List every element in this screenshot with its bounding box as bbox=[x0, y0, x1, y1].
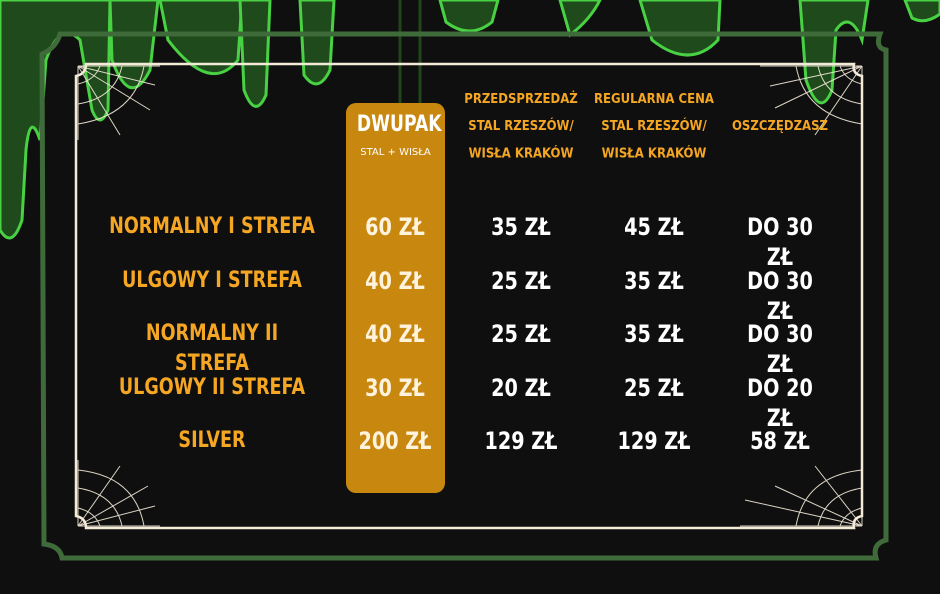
savings-amount: 58 ZŁ bbox=[750, 427, 810, 455]
regular-price: 129 ZŁ bbox=[617, 427, 691, 455]
row-label: NORMALNY II STREFA bbox=[145, 321, 279, 376]
row-label: ULGOWY II STREFA bbox=[118, 375, 306, 400]
row-label: NORMALNY I STREFA bbox=[109, 214, 315, 239]
row-label: SILVER bbox=[178, 428, 246, 453]
regular-price: 45 ZŁ bbox=[624, 213, 684, 241]
cobweb-top-right-icon bbox=[760, 65, 863, 140]
dwupak-header-subtitle: STAL + WISŁA bbox=[360, 147, 431, 158]
dwupak-price: 40 ZŁ bbox=[365, 267, 425, 295]
cobweb-bottom-right-icon bbox=[740, 460, 863, 527]
presale-price: 20 ZŁ bbox=[491, 374, 551, 402]
savings-amount: DO 30 ZŁ bbox=[747, 213, 813, 271]
cobweb-bottom-left-icon bbox=[77, 460, 160, 527]
regular-price: 35 ZŁ bbox=[624, 267, 684, 295]
presale-price: 25 ZŁ bbox=[491, 320, 551, 348]
regular-price: 25 ZŁ bbox=[624, 374, 684, 402]
presale-price: 129 ZŁ bbox=[484, 427, 558, 455]
presale-header: PRZEDSPRZEDAŻ STAL RZESZÓW/ WISŁA KRAKÓW bbox=[464, 91, 578, 162]
dwupak-column-highlight bbox=[346, 103, 445, 493]
savings-amount: DO 30 ZŁ bbox=[747, 267, 813, 325]
savings-amount: DO 20 ZŁ bbox=[747, 374, 813, 432]
cobweb-top-left-icon bbox=[77, 65, 160, 140]
savings-header: OSZCZĘDZASZ bbox=[731, 118, 829, 135]
dwupak-price: 60 ZŁ bbox=[365, 213, 425, 241]
savings-amount: DO 30 ZŁ bbox=[747, 320, 813, 378]
outer-frame bbox=[39, 31, 889, 561]
row-label: ULGOWY I STREFA bbox=[122, 268, 302, 293]
dwupak-price: 40 ZŁ bbox=[365, 320, 425, 348]
regular-price: 35 ZŁ bbox=[624, 320, 684, 348]
presale-price: 35 ZŁ bbox=[491, 213, 551, 241]
dwupak-price: 30 ZŁ bbox=[365, 374, 425, 402]
regular-price-header: REGULARNA CENA STAL RZESZÓW/ WISŁA KRAKÓ… bbox=[594, 91, 714, 162]
dwupak-header-title: DWUPAK bbox=[356, 112, 442, 137]
presale-price: 25 ZŁ bbox=[491, 267, 551, 295]
dwupak-price: 200 ZŁ bbox=[358, 427, 432, 455]
